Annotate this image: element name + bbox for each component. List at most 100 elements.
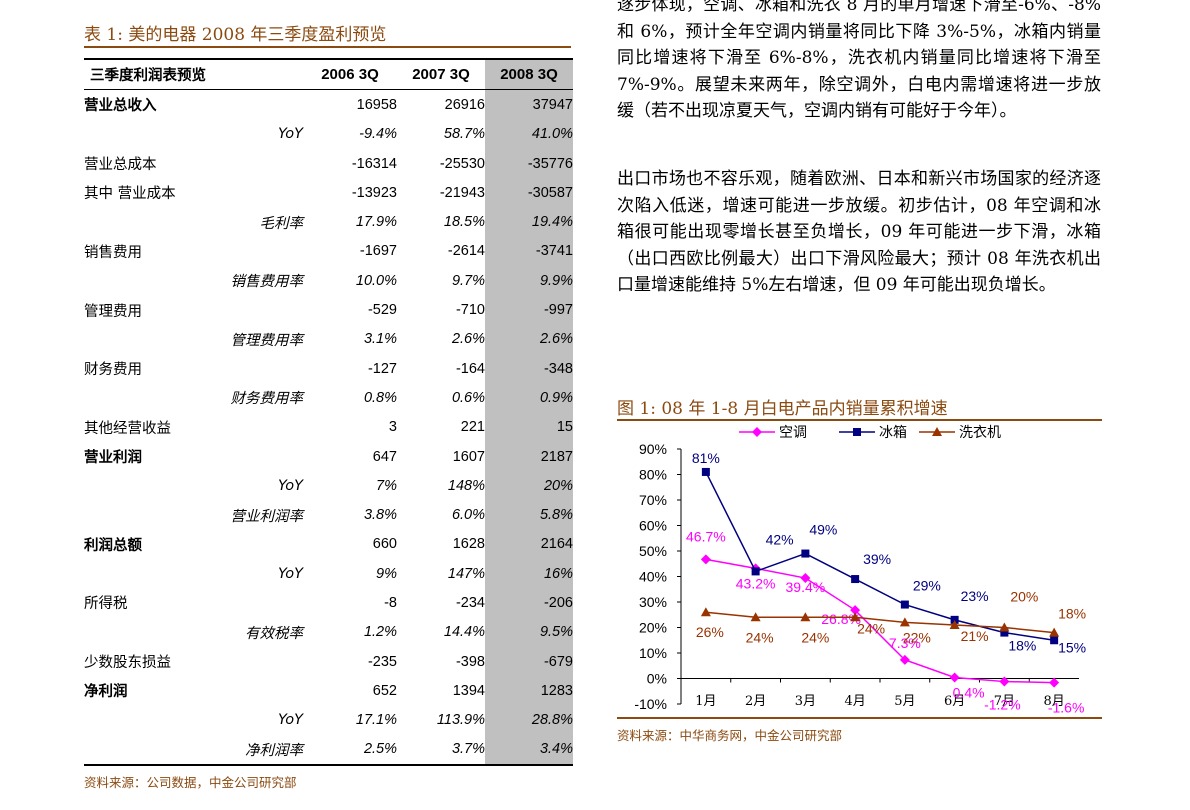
series-2-point bbox=[1049, 627, 1060, 637]
row-label: 管理费用率 bbox=[230, 332, 304, 349]
row-label: 其中 营业成本 bbox=[84, 186, 176, 203]
row-label: 营业总收入 bbox=[84, 98, 157, 115]
cell-value: 15 bbox=[485, 412, 573, 442]
cell-value: 2.6% bbox=[451, 331, 485, 348]
y-tick-label: 90% bbox=[639, 441, 667, 457]
x-tick-label: 6月 bbox=[944, 694, 965, 709]
table-row: 净利润 652 1394 1283 bbox=[84, 676, 573, 706]
cell-value: 1394 bbox=[452, 682, 485, 699]
paragraph-domestic-demand: 逐步体现，空调、冰箱和洗衣 8 月的单月增速下滑至-6%、-8%和 6%，预计全… bbox=[617, 0, 1101, 121]
cell-value: 10.0% bbox=[355, 272, 397, 289]
data-label: 20% bbox=[1010, 589, 1038, 605]
y-tick-label: 0% bbox=[647, 671, 667, 687]
series-line-0 bbox=[705, 558, 1055, 684]
figure-title-rule bbox=[617, 419, 1102, 421]
cell-value: -398 bbox=[455, 653, 485, 670]
profit-preview-table: 三季度利润表预览 2006 3Q 2007 3Q 2008 3Q 营业总收入 16… bbox=[84, 58, 573, 767]
cell-value: -13923 bbox=[351, 184, 397, 201]
cell-value: 113.9% bbox=[436, 712, 485, 729]
cell-value: 6.0% bbox=[451, 507, 485, 524]
data-label: 15% bbox=[1058, 639, 1086, 655]
series-2-point bbox=[999, 622, 1010, 632]
cell-value: -1697 bbox=[359, 243, 397, 260]
data-label: 0.4% bbox=[953, 684, 985, 700]
row-label: YoY bbox=[278, 126, 303, 143]
data-label: 24% bbox=[857, 620, 885, 636]
data-label: 39% bbox=[863, 551, 891, 567]
cell-value: 2.5% bbox=[303, 734, 397, 767]
y-tick-label: -10% bbox=[634, 696, 667, 712]
series-2-point bbox=[700, 607, 711, 617]
x-tick-label: 3月 bbox=[795, 694, 816, 709]
cell-value: 26916 bbox=[444, 96, 485, 113]
row-label: 营业总成本 bbox=[84, 157, 157, 174]
table-row: 营业总收入 16958 26916 37947 bbox=[84, 89, 573, 120]
row-label: 有效税率 bbox=[245, 625, 303, 642]
table-row: 净利润率 2.5% 3.7% 3.4% bbox=[84, 734, 573, 767]
data-label: 43.2% bbox=[736, 575, 776, 591]
table-row: 其中 营业成本 -13923 -21943 -30587 bbox=[84, 178, 573, 208]
cell-value: 3.4% bbox=[485, 734, 573, 767]
series-2-point bbox=[899, 617, 910, 627]
cell-value: -127 bbox=[367, 360, 397, 377]
cell-value: -348 bbox=[485, 353, 573, 384]
cell-value: 2.6% bbox=[485, 324, 573, 354]
series-2-point bbox=[850, 612, 861, 622]
row-label: 其他经营收益 bbox=[84, 420, 171, 437]
cell-value: 17.9% bbox=[355, 214, 397, 231]
row-label: 利润总额 bbox=[84, 537, 142, 554]
cell-value: 37947 bbox=[485, 89, 573, 120]
y-tick-label: 20% bbox=[639, 620, 667, 636]
table-source: 资料来源：公司数据，中金公司研究部 bbox=[84, 775, 297, 790]
row-label: 所得税 bbox=[84, 596, 128, 613]
legend-marker bbox=[853, 428, 861, 436]
row-label: 销售费用 bbox=[84, 244, 142, 261]
table-row: YoY 17.1% 113.9% 28.8% bbox=[84, 705, 573, 735]
x-tick-label: 1月 bbox=[695, 694, 716, 709]
data-label: 24% bbox=[746, 629, 774, 645]
cell-value: -3741 bbox=[485, 236, 573, 267]
cell-value: 18.5% bbox=[443, 214, 485, 231]
series-1-point bbox=[751, 567, 760, 576]
cell-value: 9.5% bbox=[485, 617, 573, 647]
cell-value: 1283 bbox=[485, 676, 573, 706]
data-label: 26% bbox=[696, 624, 724, 640]
row-label: 销售费用率 bbox=[230, 274, 304, 291]
cell-value: 1.2% bbox=[363, 624, 397, 641]
cell-value: -25530 bbox=[439, 155, 485, 172]
data-label: 26.8% bbox=[821, 611, 861, 627]
data-label: 21% bbox=[961, 628, 989, 644]
cell-value: 9.9% bbox=[485, 266, 573, 296]
x-tick-label: 2月 bbox=[745, 694, 766, 709]
row-label: 营业利润率 bbox=[230, 508, 304, 525]
cell-value: 9.7% bbox=[451, 272, 485, 289]
row-label: 财务费用率 bbox=[230, 391, 304, 408]
header-2007-3q: 2007 3Q bbox=[397, 58, 485, 91]
row-label: 少数股东损益 bbox=[84, 655, 171, 672]
table-row: 利润总额 660 1628 2164 bbox=[84, 529, 573, 560]
cell-value: 20% bbox=[485, 471, 573, 501]
cell-value: 221 bbox=[460, 419, 485, 436]
cell-value: 14.4% bbox=[443, 624, 485, 641]
x-tick-label: 5月 bbox=[894, 694, 915, 709]
cell-value: 3 bbox=[388, 419, 397, 436]
cell-value: -30587 bbox=[485, 178, 573, 208]
table-row: 营业总成本 -16314 -25530 -35776 bbox=[84, 148, 573, 179]
cell-value: -16314 bbox=[351, 155, 397, 172]
cell-value: 0.9% bbox=[485, 383, 573, 413]
table-row: 管理费用 -529 -710 -997 bbox=[84, 295, 573, 325]
data-label: 22% bbox=[903, 629, 931, 645]
series-2-point bbox=[750, 612, 761, 622]
data-label: 81% bbox=[692, 450, 720, 466]
cell-value: -679 bbox=[485, 646, 573, 677]
cell-value: 2187 bbox=[485, 441, 573, 472]
table-row: 财务费用率 0.8% 0.6% 0.9% bbox=[84, 383, 573, 413]
table-row: YoY 9% 147% 16% bbox=[84, 559, 573, 589]
series-2-point bbox=[949, 619, 960, 629]
header-label: 三季度利润表预览 bbox=[84, 58, 303, 91]
data-label: 42% bbox=[766, 531, 794, 547]
cell-value: 652 bbox=[372, 682, 397, 699]
y-tick-label: 40% bbox=[639, 569, 667, 585]
data-label: -1.2% bbox=[984, 697, 1021, 713]
row-label: YoY bbox=[278, 565, 303, 582]
